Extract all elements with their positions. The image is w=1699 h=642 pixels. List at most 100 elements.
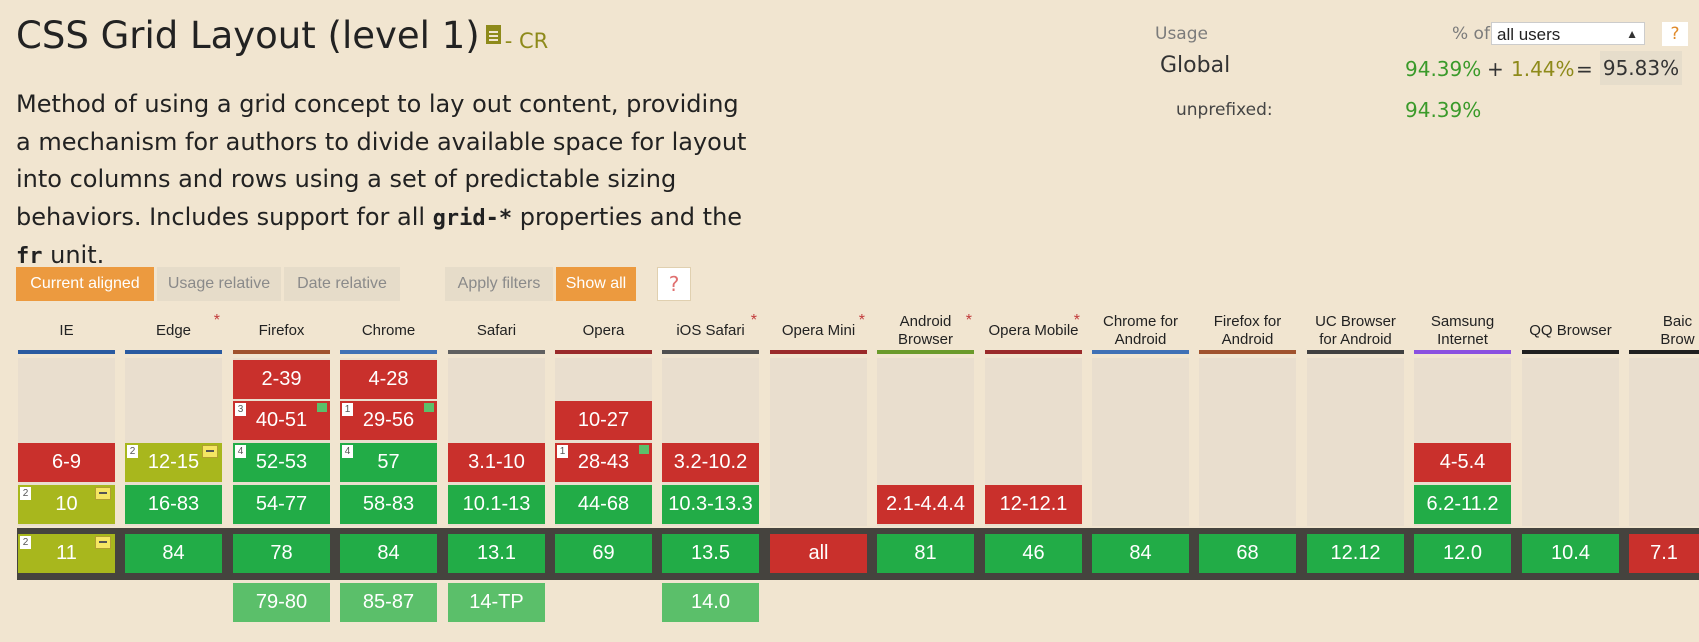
version-cell[interactable]: 14.0 [662,583,759,622]
version-cell[interactable]: 13.5 [662,534,759,573]
footnote-badge: 4 [342,445,353,458]
version-cell[interactable]: 78 [233,534,330,573]
browser-name: Samsung Internet [1431,313,1494,349]
version-cell[interactable]: 81 [877,534,974,573]
version-cell[interactable]: 29-56 1 [340,401,437,440]
version-cell[interactable]: 46 [985,534,1082,573]
unprefixed-value: 94.39% [1405,98,1482,122]
version-cell[interactable]: 3.1-10 [448,443,545,482]
version-cell[interactable]: 10.1-13 [448,485,545,524]
version-cell[interactable]: 85-87 [340,583,437,622]
browser-header[interactable]: Opera Mini * [770,311,867,351]
browser-header[interactable]: Edge * [125,311,222,351]
version-cell[interactable]: 4-28 [340,360,437,399]
version-cell[interactable]: 28-43 1 [555,443,652,482]
version-range: 6.2-11.2 [1426,493,1499,515]
browser-color-bar [1414,350,1511,354]
browser-name: Firefox for Android [1214,313,1282,349]
browser-header[interactable]: Chrome for Android [1092,311,1189,351]
browser-header[interactable]: Opera Mobile * [985,311,1082,351]
version-cell[interactable]: 10.4 [1522,534,1619,573]
version-cell[interactable]: 3.2-10.2 [662,443,759,482]
browser-header[interactable]: UC Browser for Android [1307,311,1404,351]
version-cell[interactable]: 79-80 [233,583,330,622]
version-range: 78 [270,542,293,564]
browser-name-line2: Internet [1437,331,1488,348]
version-range: 46 [1022,542,1045,564]
version-cell[interactable]: 40-51 3 [233,401,330,440]
current-aligned-button[interactable]: Current aligned [16,267,154,301]
flag-icon [639,445,649,454]
browser-name-line1: Safari [476,322,517,339]
desc-text-1: Method of using a grid concept to lay ou… [16,90,747,231]
browser-name: UC Browser for Android [1315,313,1396,349]
date-relative-button[interactable]: Date relative [284,267,400,301]
version-range: 52-53 [255,451,308,473]
equals-sign: = [1576,57,1593,81]
version-cell[interactable]: 58-83 [340,485,437,524]
browser-header[interactable]: Android Browser * [877,311,974,351]
browser-header[interactable]: Chrome [340,311,437,351]
browser-header[interactable]: Baic Brow [1629,311,1699,351]
version-range: 13.1 [477,542,516,564]
apply-filters-button[interactable]: Apply filters [445,267,553,301]
usage-relative-button[interactable]: Usage relative [157,267,281,301]
browser-name: iOS Safari [676,322,744,340]
browser-name-line1: Chrome for [1102,313,1179,330]
unprefixed-label: unprefixed: [1176,100,1273,120]
version-cell[interactable]: 12-15 2 [125,443,222,482]
version-cell[interactable]: 10-27 [555,401,652,440]
version-cell[interactable]: 4-5.4 [1414,443,1511,482]
version-cell[interactable]: 16-83 [125,485,222,524]
browser-header[interactable]: Samsung Internet [1414,311,1511,351]
version-cell[interactable]: 14-TP [448,583,545,622]
browser-header[interactable]: Firefox [233,311,330,351]
version-cell[interactable]: 54-77 [233,485,330,524]
version-cell[interactable]: 12-12.1 [985,485,1082,524]
user-scope-select[interactable]: all users ▲ [1491,22,1645,45]
browser-color-bar [18,350,115,354]
browser-header[interactable]: QQ Browser [1522,311,1619,351]
browser-header[interactable]: Firefox for Android [1199,311,1296,351]
version-cell[interactable]: 44-68 [555,485,652,524]
version-cell[interactable]: 10.3-13.3 [662,485,759,524]
version-cell[interactable]: 84 [125,534,222,573]
browser-name: Safari [477,322,516,340]
version-cell[interactable]: 10 2 [18,485,115,524]
version-cell[interactable]: 68 [1199,534,1296,573]
version-cell[interactable]: 84 [1092,534,1189,573]
version-range: 3.1-10 [468,451,525,473]
filters-help-button[interactable]: ? [657,267,691,301]
version-range: 44-68 [577,493,630,515]
version-cell[interactable]: 6-9 [18,443,115,482]
version-cell[interactable]: 2.1-4.4.4 [877,485,974,524]
footnote-badge: 4 [235,445,246,458]
version-cell[interactable]: 12.12 [1307,534,1404,573]
spec-status[interactable]: - CR [504,29,549,53]
browser-header[interactable]: IE [18,311,115,351]
browser-header[interactable]: Opera [555,311,652,351]
show-all-button[interactable]: Show all [556,267,636,301]
version-cell[interactable]: 69 [555,534,652,573]
browser-name: Opera Mobile [988,322,1078,340]
browser-header[interactable]: Safari [448,311,545,351]
version-cell[interactable]: 57 4 [340,443,437,482]
version-cell[interactable]: 6.2-11.2 [1414,485,1511,524]
version-cell[interactable]: 7.1 [1629,534,1699,573]
version-cell[interactable]: 12.0 [1414,534,1511,573]
document-icon[interactable] [485,25,501,44]
usage-help-button[interactable]: ? [1662,22,1688,46]
version-range: 10.1-13 [462,493,531,515]
browser-color-bar [985,350,1082,354]
desc-text-3: unit. [42,241,105,269]
browser-header[interactable]: iOS Safari * [662,311,759,351]
flag-icon [424,403,434,412]
version-cell[interactable]: 84 [340,534,437,573]
version-cell[interactable]: 13.1 [448,534,545,573]
version-cell[interactable]: all [770,534,867,573]
percent-of-label: % of [1452,24,1490,44]
browser-color-bar [770,350,867,354]
version-cell[interactable]: 2-39 [233,360,330,399]
version-cell[interactable]: 11 2 [18,534,115,573]
version-cell[interactable]: 52-53 4 [233,443,330,482]
